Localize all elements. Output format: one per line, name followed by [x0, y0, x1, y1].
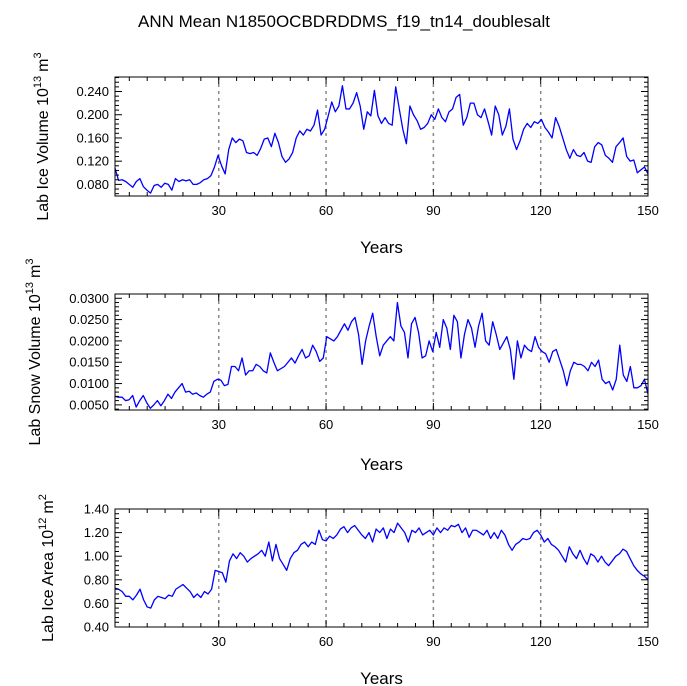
y-tick-label: 0.60: [84, 596, 109, 611]
y-axis-label-part: 13: [24, 282, 36, 294]
x-axis-label: Years: [360, 455, 403, 474]
y-tick-label: 0.80: [84, 572, 109, 587]
x-tick-label: 120: [530, 634, 552, 649]
y-tick-label: 0.080: [76, 177, 109, 192]
y-axis-label-part: m: [40, 500, 57, 513]
y-axis-label-part: 2: [37, 494, 49, 500]
snow-volume-panel: 30 60 90 120 150 0.0050 0.0100 0.0150 0.0200 0.02…: [24, 259, 659, 474]
ice-area-panel: 30 60 90 120 150 0.40 0.60 0.80 1.00 1.20 1.40 Year…: [37, 494, 659, 686]
x-tick-label: 150: [637, 203, 659, 218]
x-tick-label: 90: [426, 417, 440, 432]
figure-title: ANN Mean N1850OCBDRDDMS_f19_tn14_doubles…: [138, 12, 550, 31]
y-axis-label-part: m: [27, 265, 44, 278]
y-axis-label-part: 3: [24, 259, 36, 265]
snow-volume-series-line: [114, 301, 649, 409]
ice-volume-series-line: [114, 85, 649, 194]
y-axis-label-part: 3: [32, 52, 44, 58]
y-axis-label-part: Lab Ice Area 10: [40, 530, 57, 642]
x-axis-label: Years: [360, 669, 403, 686]
y-tick-label: 0.0150: [69, 355, 109, 370]
x-tick-label: 90: [426, 634, 440, 649]
x-tick-label: 90: [426, 203, 440, 218]
y-tick-label: 0.200: [76, 107, 109, 122]
y-tick-label: 0.0300: [69, 291, 109, 306]
x-tick-label: 60: [319, 417, 333, 432]
plot-frame: [114, 293, 649, 411]
ice-area-series-line: [114, 522, 649, 609]
x-tick-label: 150: [637, 634, 659, 649]
y-axis-label: Lab Ice Volume 1013 m3: [32, 52, 52, 220]
plot-frame: [114, 76, 649, 197]
panels: 30 60 90 120 150 0.080 0.120 0.160 0.200 0.240 Yea…: [24, 52, 659, 686]
plot-frame: [114, 508, 649, 628]
x-tick-label: 150: [637, 417, 659, 432]
x-tick-label: 30: [212, 417, 226, 432]
y-tick-label: 1.20: [84, 525, 109, 540]
y-tick-label: 0.0200: [69, 333, 109, 348]
x-tick-label: 60: [319, 634, 333, 649]
x-tick-label: 30: [212, 203, 226, 218]
x-tick-label: 120: [530, 203, 552, 218]
y-tick-label: 0.240: [76, 84, 109, 99]
y-tick-label: 0.120: [76, 154, 109, 169]
y-tick-label: 0.0250: [69, 312, 109, 327]
y-axis-label-part: 13: [32, 76, 44, 88]
x-axis-label: Years: [360, 238, 403, 257]
y-tick-label: 1.40: [84, 502, 109, 517]
y-tick-label: 1.00: [84, 549, 109, 564]
y-axis-label-part: Lab Snow Volume 10: [27, 294, 44, 445]
ice-volume-panel: 30 60 90 120 150 0.080 0.120 0.160 0.200 0.240 Yea…: [32, 52, 659, 257]
y-tick-label: 0.0100: [69, 376, 109, 391]
y-axis-label-part: m: [35, 59, 52, 72]
x-tick-label: 120: [530, 417, 552, 432]
y-axis-label-part: 12: [37, 518, 49, 530]
x-tick-label: 60: [319, 203, 333, 218]
y-axis-label: Lab Ice Area 1012 m2: [37, 494, 57, 642]
y-axis-label-part: Lab Ice Volume 10: [35, 88, 52, 221]
y-tick-label: 0.0050: [69, 397, 109, 412]
y-axis-label: Lab Snow Volume 1013 m3: [24, 259, 44, 446]
y-tick-label: 0.160: [76, 130, 109, 145]
y-tick-label: 0.40: [84, 620, 109, 635]
x-tick-label: 30: [212, 634, 226, 649]
